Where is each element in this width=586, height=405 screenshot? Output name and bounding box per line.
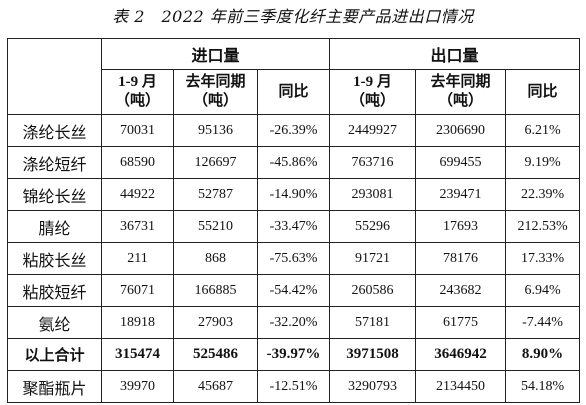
table-caption: 表 2 2022 年前三季度化纤主要产品进出口情况: [112, 7, 474, 26]
export-yoy-cell: 54.18%: [505, 370, 581, 403]
product-name: 粘胶长丝: [7, 242, 102, 275]
import-last-year-cell: 55210: [173, 210, 258, 243]
product-name: 聚酯瓶片: [7, 370, 102, 403]
product-name: 涤纶长丝: [7, 114, 102, 147]
import-group-header: 进口量: [100, 38, 331, 70]
product-name: 氨纶: [7, 306, 102, 339]
export-last-year-cell: 239471: [415, 178, 507, 211]
header-line: （吨）: [114, 93, 160, 109]
table-row: 氨纶 18918 27903 -32.20% 57181 61775 -7.44…: [7, 306, 581, 339]
export-last-year-header: 去年同期 （吨）: [415, 69, 507, 115]
import-yoy-header: 同比: [256, 69, 331, 115]
table-row: 腈纶 36731 55210 -33.47% 55296 17693 212.5…: [7, 210, 581, 243]
export-ytd-header: 1-9 月 （吨）: [329, 69, 417, 115]
import-yoy-cell: -54.42%: [256, 274, 331, 307]
import-yoy-cell: -33.47%: [256, 210, 331, 243]
import-ytd-header: 1-9 月 （吨）: [101, 69, 174, 115]
import-ytd-cell: 68590: [101, 146, 174, 179]
export-yoy-cell: 17.33%: [505, 242, 581, 275]
export-last-year-cell: 699455: [415, 146, 507, 179]
header-line: 1-9 月: [118, 74, 157, 90]
import-last-year-cell: 126697: [173, 146, 258, 179]
export-last-year-cell: 78176: [415, 242, 507, 275]
header-line: 1-9 月: [353, 74, 392, 90]
export-ytd-cell: 3971508: [329, 338, 417, 371]
export-last-year-cell: 17693: [415, 210, 507, 243]
import-yoy-cell: -45.86%: [256, 146, 331, 179]
import-ytd-cell: 44922: [101, 178, 174, 211]
header-line: （吨）: [192, 93, 238, 109]
export-last-year-cell: 61775: [415, 306, 507, 339]
export-yoy-cell: 9.19%: [505, 146, 581, 179]
import-last-year-cell: 95136: [173, 114, 258, 147]
export-ytd-cell: 293081: [329, 178, 417, 211]
import-last-year-cell: 45687: [173, 370, 258, 403]
export-last-year-cell: 3646942: [415, 338, 507, 371]
column-header-row: 1-9 月 （吨） 去年同期 （吨） 同比 1-9 月 （吨） 去年同期 （吨） 同比: [8, 69, 581, 115]
import-ytd-cell: 36731: [101, 210, 174, 243]
import-last-year-cell: 525486: [173, 338, 258, 371]
stub-header: [7, 38, 102, 115]
import-last-year-header: 去年同期 （吨）: [173, 69, 258, 115]
export-yoy-cell: 6.21%: [505, 114, 581, 147]
total-row: 以上合计 315474 525486 -39.97% 3971508 36469…: [7, 338, 581, 371]
export-ytd-cell: 2449927: [329, 114, 417, 147]
import-ytd-cell: 315474: [101, 338, 174, 371]
product-name: 以上合计: [7, 338, 102, 371]
export-yoy-cell: 6.94%: [505, 274, 581, 307]
export-yoy-cell: 212.53%: [505, 210, 581, 243]
table-row: 粘胶长丝 211 868 -75.63% 91721 78176 17.33%: [7, 242, 581, 275]
import-last-year-cell: 27903: [173, 306, 258, 339]
table-row: 锦纶长丝 44922 52787 -14.90% 293081 239471 2…: [7, 178, 581, 211]
header-line: 去年同期: [430, 74, 491, 90]
export-yoy-header: 同比: [505, 69, 581, 115]
table-row: 粘胶短纤 76071 166885 -54.42% 260586 243682 …: [7, 274, 581, 307]
header-line: （吨）: [438, 93, 484, 109]
export-ytd-cell: 260586: [329, 274, 417, 307]
export-ytd-cell: 55296: [329, 210, 417, 243]
export-yoy-cell: 22.39%: [505, 178, 581, 211]
export-group-header: 出口量: [329, 38, 581, 70]
import-yoy-cell: -26.39%: [256, 114, 331, 147]
import-yoy-cell: -14.90%: [256, 178, 331, 211]
import-last-year-cell: 868: [173, 242, 258, 275]
export-ytd-cell: 3290793: [329, 370, 417, 403]
table-row: 涤纶短纤 68590 126697 -45.86% 763716 699455 …: [7, 146, 581, 179]
export-ytd-cell: 91721: [329, 242, 417, 275]
import-yoy-cell: -75.63%: [256, 242, 331, 275]
table-row: 聚酯瓶片 39970 45687 -12.51% 3290793 2134450…: [7, 370, 581, 403]
product-name: 锦纶长丝: [7, 178, 102, 211]
trade-table: 进口量 出口量 1-9 月 （吨） 去年同期 （吨） 同比 1-9 月 （吨） 去年同…: [7, 38, 581, 403]
import-last-year-cell: 166885: [173, 274, 258, 307]
import-yoy-cell: -12.51%: [256, 370, 331, 403]
product-name: 腈纶: [7, 210, 102, 243]
import-ytd-cell: 70031: [101, 114, 174, 147]
group-header-row: 进口量 出口量: [7, 38, 581, 115]
import-ytd-cell: 211: [101, 242, 174, 275]
export-ytd-cell: 763716: [329, 146, 417, 179]
export-last-year-cell: 2306690: [415, 114, 507, 147]
import-ytd-cell: 76071: [101, 274, 174, 307]
export-last-year-cell: 2134450: [415, 370, 507, 403]
export-ytd-cell: 57181: [329, 306, 417, 339]
header-line: （吨）: [350, 93, 396, 109]
import-yoy-cell: -32.20%: [256, 306, 331, 339]
header-line: 去年同期: [185, 74, 246, 90]
import-ytd-cell: 18918: [101, 306, 174, 339]
product-name: 粘胶短纤: [7, 274, 102, 307]
import-yoy-cell: -39.97%: [256, 338, 331, 371]
export-last-year-cell: 243682: [415, 274, 507, 307]
product-name: 涤纶短纤: [7, 146, 102, 179]
import-last-year-cell: 52787: [173, 178, 258, 211]
export-yoy-cell: -7.44%: [505, 306, 581, 339]
import-ytd-cell: 39970: [101, 370, 174, 403]
export-yoy-cell: 8.90%: [505, 338, 581, 371]
table-row: 涤纶长丝 70031 95136 -26.39% 2449927 2306690…: [7, 114, 581, 147]
